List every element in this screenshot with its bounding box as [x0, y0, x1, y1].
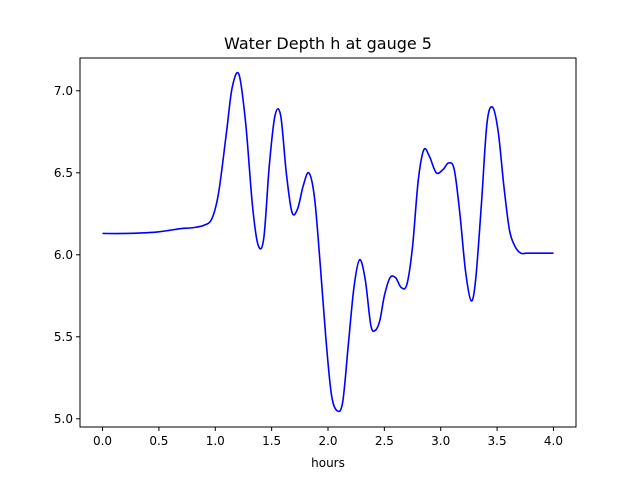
- x-tick-label: 3.0: [431, 434, 450, 448]
- x-tick-label: 0.5: [149, 434, 168, 448]
- x-tick-label: 1.5: [262, 434, 281, 448]
- plot-area: [80, 58, 576, 427]
- chart-title: Water Depth h at gauge 5: [224, 34, 432, 53]
- x-tick-label: 2.0: [318, 434, 337, 448]
- y-tick-label: 7.0: [54, 84, 73, 98]
- x-tick-label: 4.0: [544, 434, 563, 448]
- y-tick-label: 6.0: [54, 248, 73, 262]
- x-tick-label: 3.5: [488, 434, 507, 448]
- series-layer: [102, 71, 554, 413]
- y-tick-label: 6.5: [54, 166, 73, 180]
- x-axis: 0.0 0.5 1.0 1.5 2.0 2.5 3.0 3.5 4.0: [93, 427, 563, 448]
- x-tick-label: 2.5: [375, 434, 394, 448]
- x-tick-label: 1.0: [206, 434, 225, 448]
- series-line-0: [102, 71, 554, 413]
- x-tick-label: 0.0: [93, 434, 112, 448]
- y-axis: 5.0 5.5 6.0 6.5 7.0: [54, 84, 80, 426]
- y-tick-label: 5.5: [54, 330, 73, 344]
- y-tick-label: 5.0: [54, 412, 73, 426]
- x-axis-label: hours: [311, 456, 345, 470]
